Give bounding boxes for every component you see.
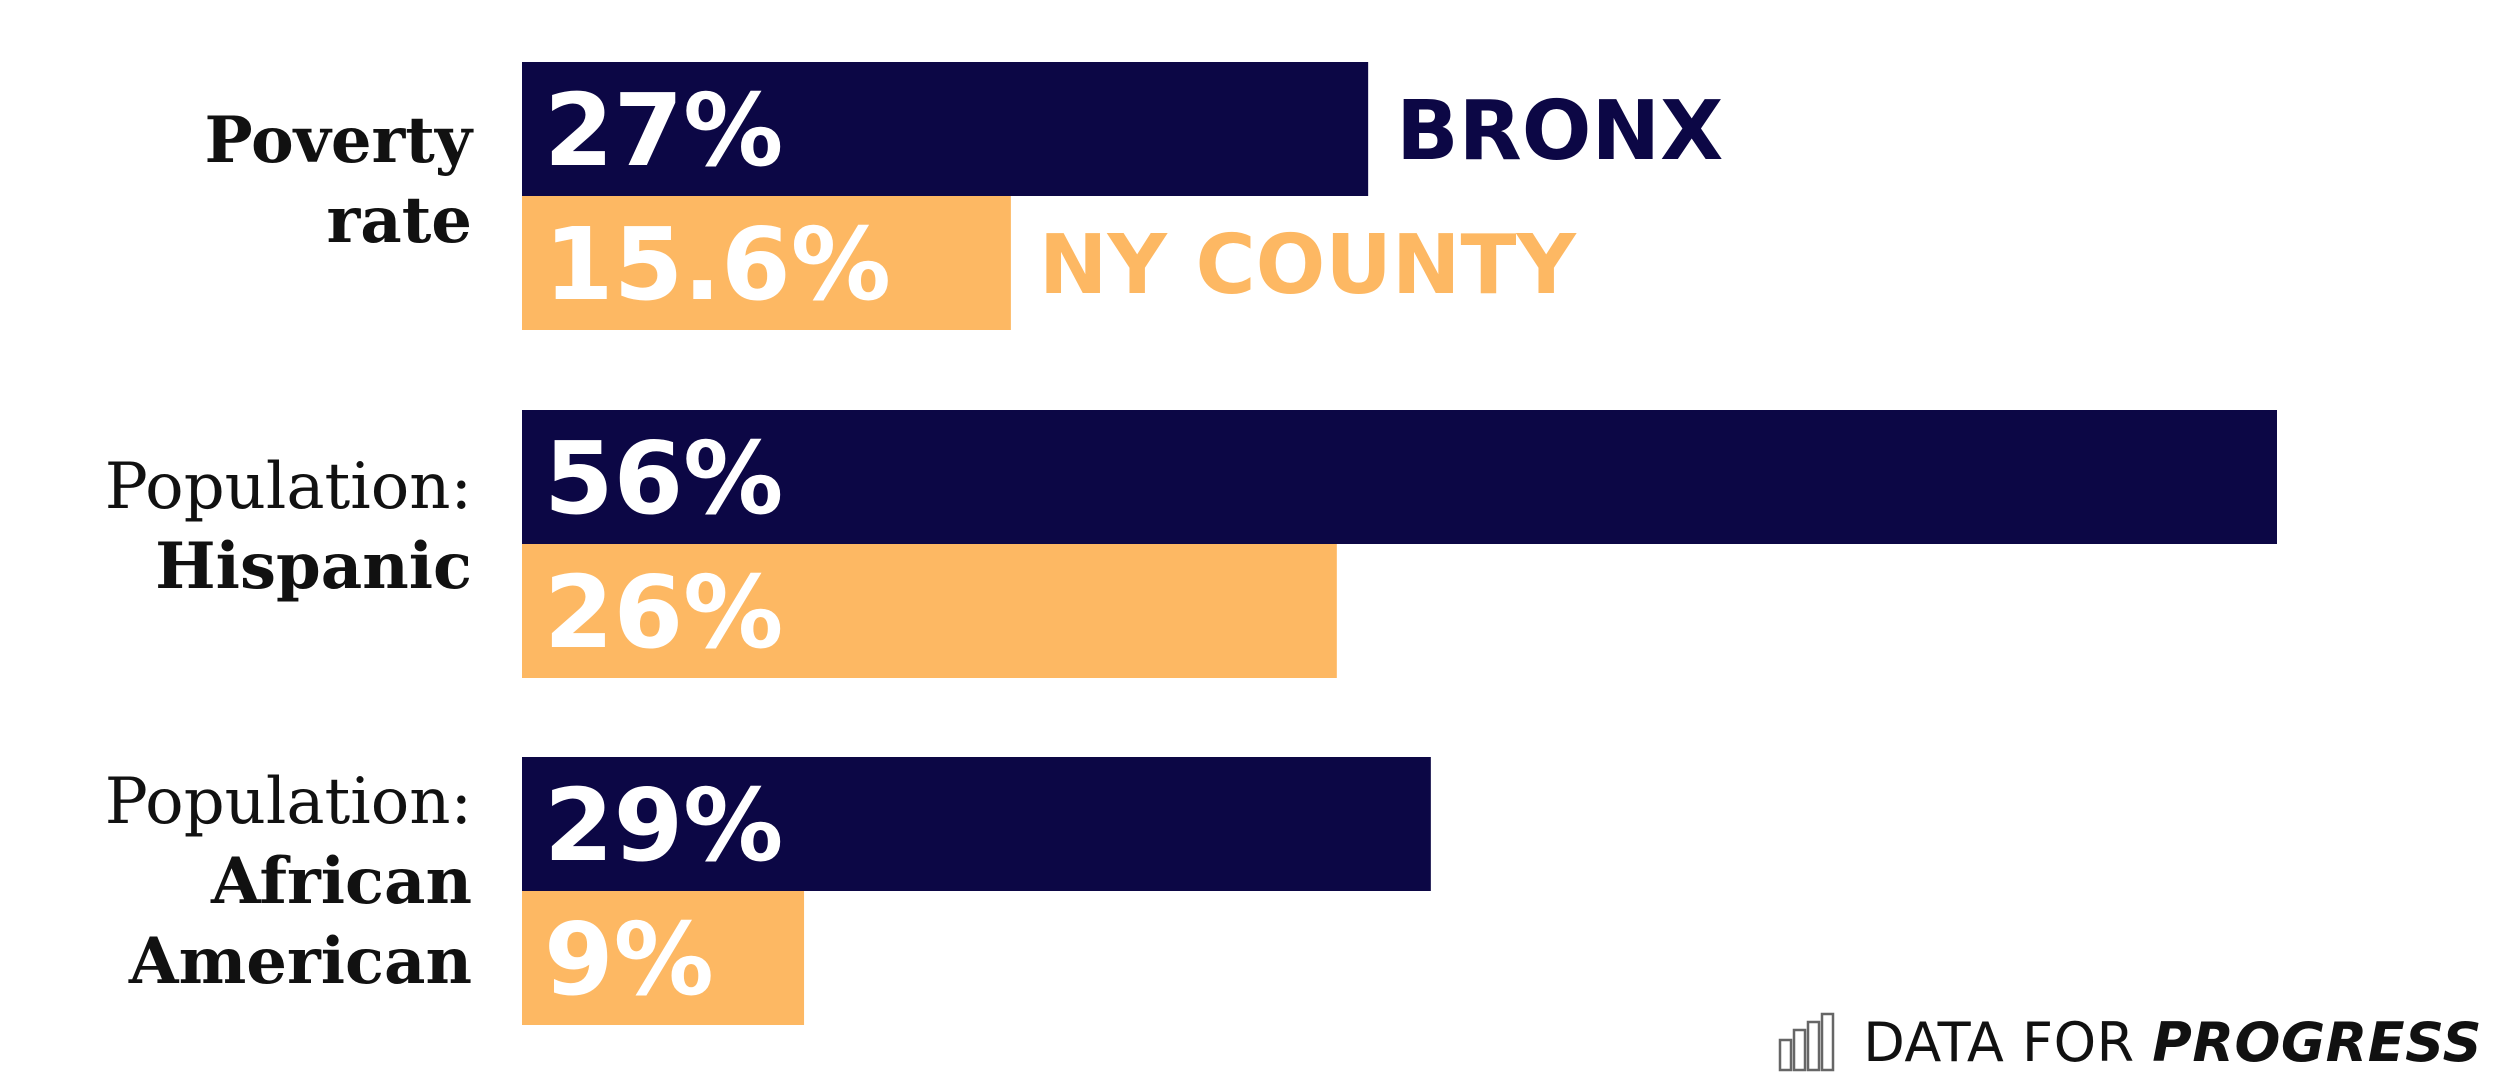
brand-bold-text: PROGRESS: [2152, 1010, 2482, 1074]
legend-label-ny-county: NY COUNTY: [1039, 218, 1578, 313]
value-label: 27%: [544, 72, 783, 189]
value-label: 56%: [544, 420, 783, 537]
category-label: Poverty: [205, 103, 474, 178]
category-label: American: [128, 924, 472, 999]
category-label: Population:: [105, 450, 472, 524]
category-label: Hispanic: [155, 529, 472, 604]
value-label: 26%: [544, 554, 783, 671]
brand-logo: DATA FOR PROGRESS: [1777, 1010, 2482, 1074]
bar-bronx-2: [522, 757, 1431, 891]
legend-label-bronx: BRONX: [1396, 84, 1723, 179]
bar-ny-county-1: [522, 544, 1337, 678]
value-label: 29%: [544, 767, 783, 884]
bar-ny-county-2: [522, 891, 805, 1025]
category-label: rate: [327, 183, 472, 258]
value-label: 9%: [544, 901, 714, 1018]
category-label: African: [210, 844, 472, 919]
bar-chart-icon: [1778, 1012, 1835, 1072]
brand-light-text: DATA FOR: [1863, 1010, 2135, 1074]
category-label: Population:: [105, 765, 472, 839]
bar-ny-county-0: [522, 196, 1011, 330]
brand-wordmark: DATA FOR PROGRESS: [1863, 1011, 2482, 1074]
bar-bronx-1: [522, 410, 2277, 544]
value-label: 15.6%: [544, 206, 891, 323]
bar-bronx-0: [522, 62, 1369, 196]
